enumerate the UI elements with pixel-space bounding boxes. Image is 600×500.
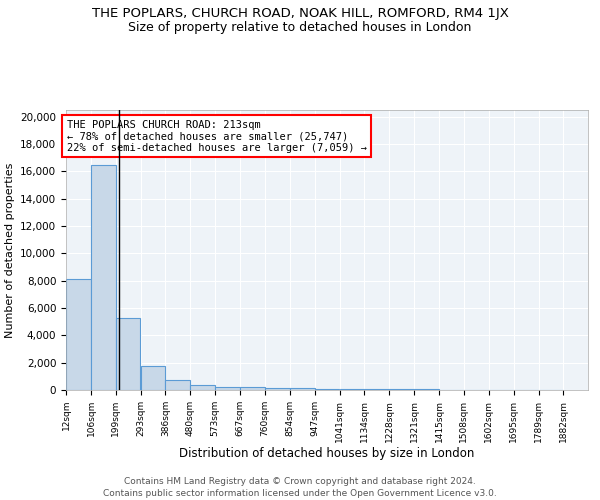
Text: Contains HM Land Registry data © Crown copyright and database right 2024.
Contai: Contains HM Land Registry data © Crown c… (103, 476, 497, 498)
Bar (265, 388, 290, 390)
Bar (364, 389, 389, 390)
Bar (215, 386, 240, 390)
Bar (314, 388, 340, 390)
Y-axis label: Number of detached properties: Number of detached properties (5, 162, 14, 338)
X-axis label: Distribution of detached houses by size in London: Distribution of detached houses by size … (179, 448, 475, 460)
Bar (166, 380, 190, 390)
Bar (340, 389, 364, 390)
Bar (91, 164, 116, 390)
Text: Size of property relative to detached houses in London: Size of property relative to detached ho… (128, 21, 472, 34)
Text: THE POPLARS, CHURCH ROAD, NOAK HILL, ROMFORD, RM4 1JX: THE POPLARS, CHURCH ROAD, NOAK HILL, ROM… (92, 8, 508, 20)
Bar (190, 385, 215, 390)
Bar (290, 388, 314, 390)
Bar (240, 388, 265, 390)
Text: THE POPLARS CHURCH ROAD: 213sqm
← 78% of detached houses are smaller (25,747)
22: THE POPLARS CHURCH ROAD: 213sqm ← 78% of… (67, 120, 367, 153)
Bar (116, 318, 140, 390)
Bar (141, 366, 166, 390)
Bar (66, 280, 91, 390)
